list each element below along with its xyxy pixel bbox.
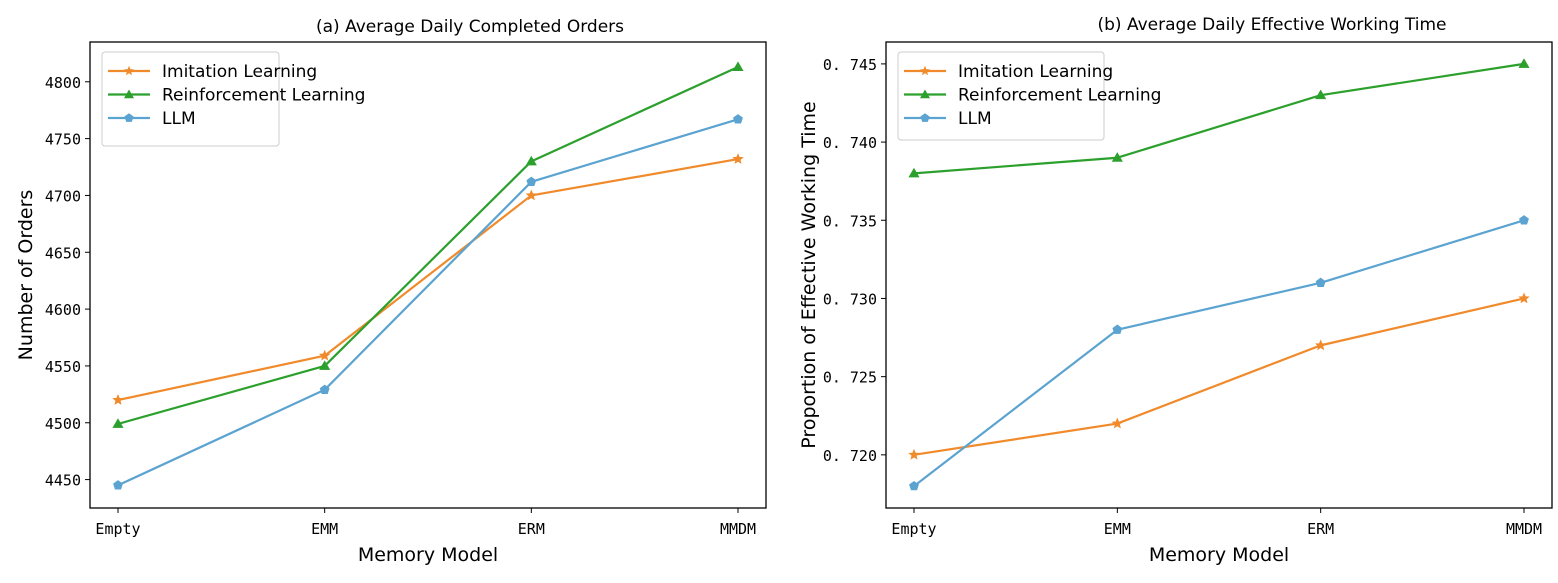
- data-point-imitation-learning: [525, 189, 538, 201]
- legend-label-imitation-learning: Imitation Learning: [958, 62, 1113, 82]
- x-tick-label: EMM: [311, 520, 338, 538]
- data-point-reinforcement-learning: [1518, 58, 1530, 68]
- data-point-reinforcement-learning: [319, 360, 331, 370]
- series-imitation-learning: [112, 153, 744, 405]
- data-point-imitation-learning: [732, 153, 744, 164]
- legend-marker-llm: [920, 113, 930, 122]
- legend-label-reinforcement-learning: Reinforcement Learning: [162, 86, 365, 106]
- y-tick-label: 0. 745: [823, 56, 877, 74]
- x-tick-label: ERM: [1307, 520, 1334, 538]
- y-tick-label: 0. 730: [823, 290, 877, 308]
- data-point-llm: [1315, 277, 1326, 288]
- x-tick-label: MMDM: [1506, 520, 1542, 538]
- series-line-imitation-learning: [117, 157, 739, 402]
- data-point-imitation-learning: [1111, 417, 1124, 429]
- legend-marker-imitation-learning: [124, 65, 134, 76]
- data-point-imitation-learning: [1314, 339, 1327, 351]
- data-point-imitation-learning: [112, 394, 124, 405]
- y-tick-label: 0. 735: [823, 212, 877, 230]
- chart-title: (a) Average Daily Completed Orders: [316, 17, 624, 37]
- data-point-reinforcement-learning: [112, 418, 124, 428]
- chart-orders: (a) Average Daily Completed Orders 4450 45…: [15, 17, 767, 566]
- legend-marker-imitation-learning: [920, 65, 930, 76]
- data-point-llm: [733, 114, 743, 124]
- data-point-reinforcement-learning: [1315, 89, 1327, 100]
- data-point-imitation-learning: [318, 349, 331, 361]
- data-point-llm: [526, 176, 537, 186]
- data-point-llm: [1519, 215, 1529, 225]
- legend-marker-llm: [124, 113, 134, 122]
- data-point-reinforcement-learning: [908, 167, 920, 178]
- legend-marker-reinforcement-learning: [123, 89, 135, 99]
- y-tick-label: 4750: [45, 131, 81, 149]
- y-tick-label: 4800: [45, 74, 81, 92]
- legend-label-imitation-learning: Imitation Learning: [162, 62, 317, 82]
- y-tick-label: 0. 720: [823, 447, 877, 465]
- legend-box: [101, 51, 280, 147]
- data-point-llm: [909, 480, 919, 491]
- series-line-llm: [117, 118, 739, 487]
- data-point-llm: [319, 384, 330, 394]
- x-axis-label: Memory Model: [1149, 544, 1289, 566]
- chart-title: (b) Average Daily Effective Working Time: [1097, 15, 1446, 35]
- series-line-llm: [913, 219, 1525, 487]
- series-reinforcement-learning: [908, 58, 1530, 178]
- chart-working-time: (b) Average Daily Effective Working Time…: [798, 15, 1553, 566]
- y-tick-label: 0. 725: [823, 369, 877, 387]
- data-point-reinforcement-learning: [1111, 152, 1123, 162]
- plot-frame: [89, 41, 767, 509]
- legend: Imitation Learning Reinforcement Learning…: [897, 51, 1161, 141]
- legend-label-reinforcement-learning: Reinforcement Learning: [958, 86, 1161, 106]
- data-point-imitation-learning: [908, 448, 920, 460]
- series-line-reinforcement-learning: [913, 62, 1525, 175]
- y-tick-label: 4650: [45, 244, 81, 262]
- y-tick-label: 4500: [45, 415, 81, 433]
- series-llm: [909, 215, 1529, 491]
- x-tick-label: Empty: [891, 520, 936, 538]
- x-axis-label: Memory Model: [358, 544, 498, 566]
- y-tick-label: 4450: [45, 472, 81, 490]
- y-tick-label: 4700: [45, 187, 81, 205]
- y-tick-label: 4550: [45, 358, 81, 376]
- y-tick-label: 0. 740: [823, 134, 877, 152]
- legend-marker-reinforcement-learning: [919, 89, 931, 99]
- legend-box: [897, 51, 1105, 141]
- legend: Imitation Learning Reinforcement Learning…: [101, 51, 365, 147]
- x-tick-label: Empty: [95, 520, 140, 538]
- y-axis-label: Number of Orders: [15, 190, 37, 361]
- legend-label-llm: LLM: [958, 109, 992, 129]
- series-line-imitation-learning: [913, 297, 1525, 456]
- data-point-reinforcement-learning: [525, 155, 537, 166]
- series-imitation-learning: [908, 292, 1530, 460]
- data-point-llm: [113, 480, 123, 490]
- series-llm: [113, 114, 743, 490]
- series-line-reinforcement-learning: [117, 65, 739, 425]
- legend-label-llm: LLM: [162, 109, 196, 129]
- series-reinforcement-learning: [112, 61, 744, 428]
- plot-frame: [885, 41, 1553, 509]
- data-point-imitation-learning: [1518, 292, 1530, 304]
- x-tick-label: ERM: [518, 520, 545, 538]
- x-tick-label: MMDM: [720, 520, 756, 538]
- y-axis-label: Proportion of Effective Working Time: [798, 101, 820, 448]
- data-point-reinforcement-learning: [732, 61, 744, 71]
- y-tick-label: 4600: [45, 301, 81, 319]
- data-point-llm: [1112, 324, 1123, 334]
- x-tick-label: EMM: [1104, 520, 1131, 538]
